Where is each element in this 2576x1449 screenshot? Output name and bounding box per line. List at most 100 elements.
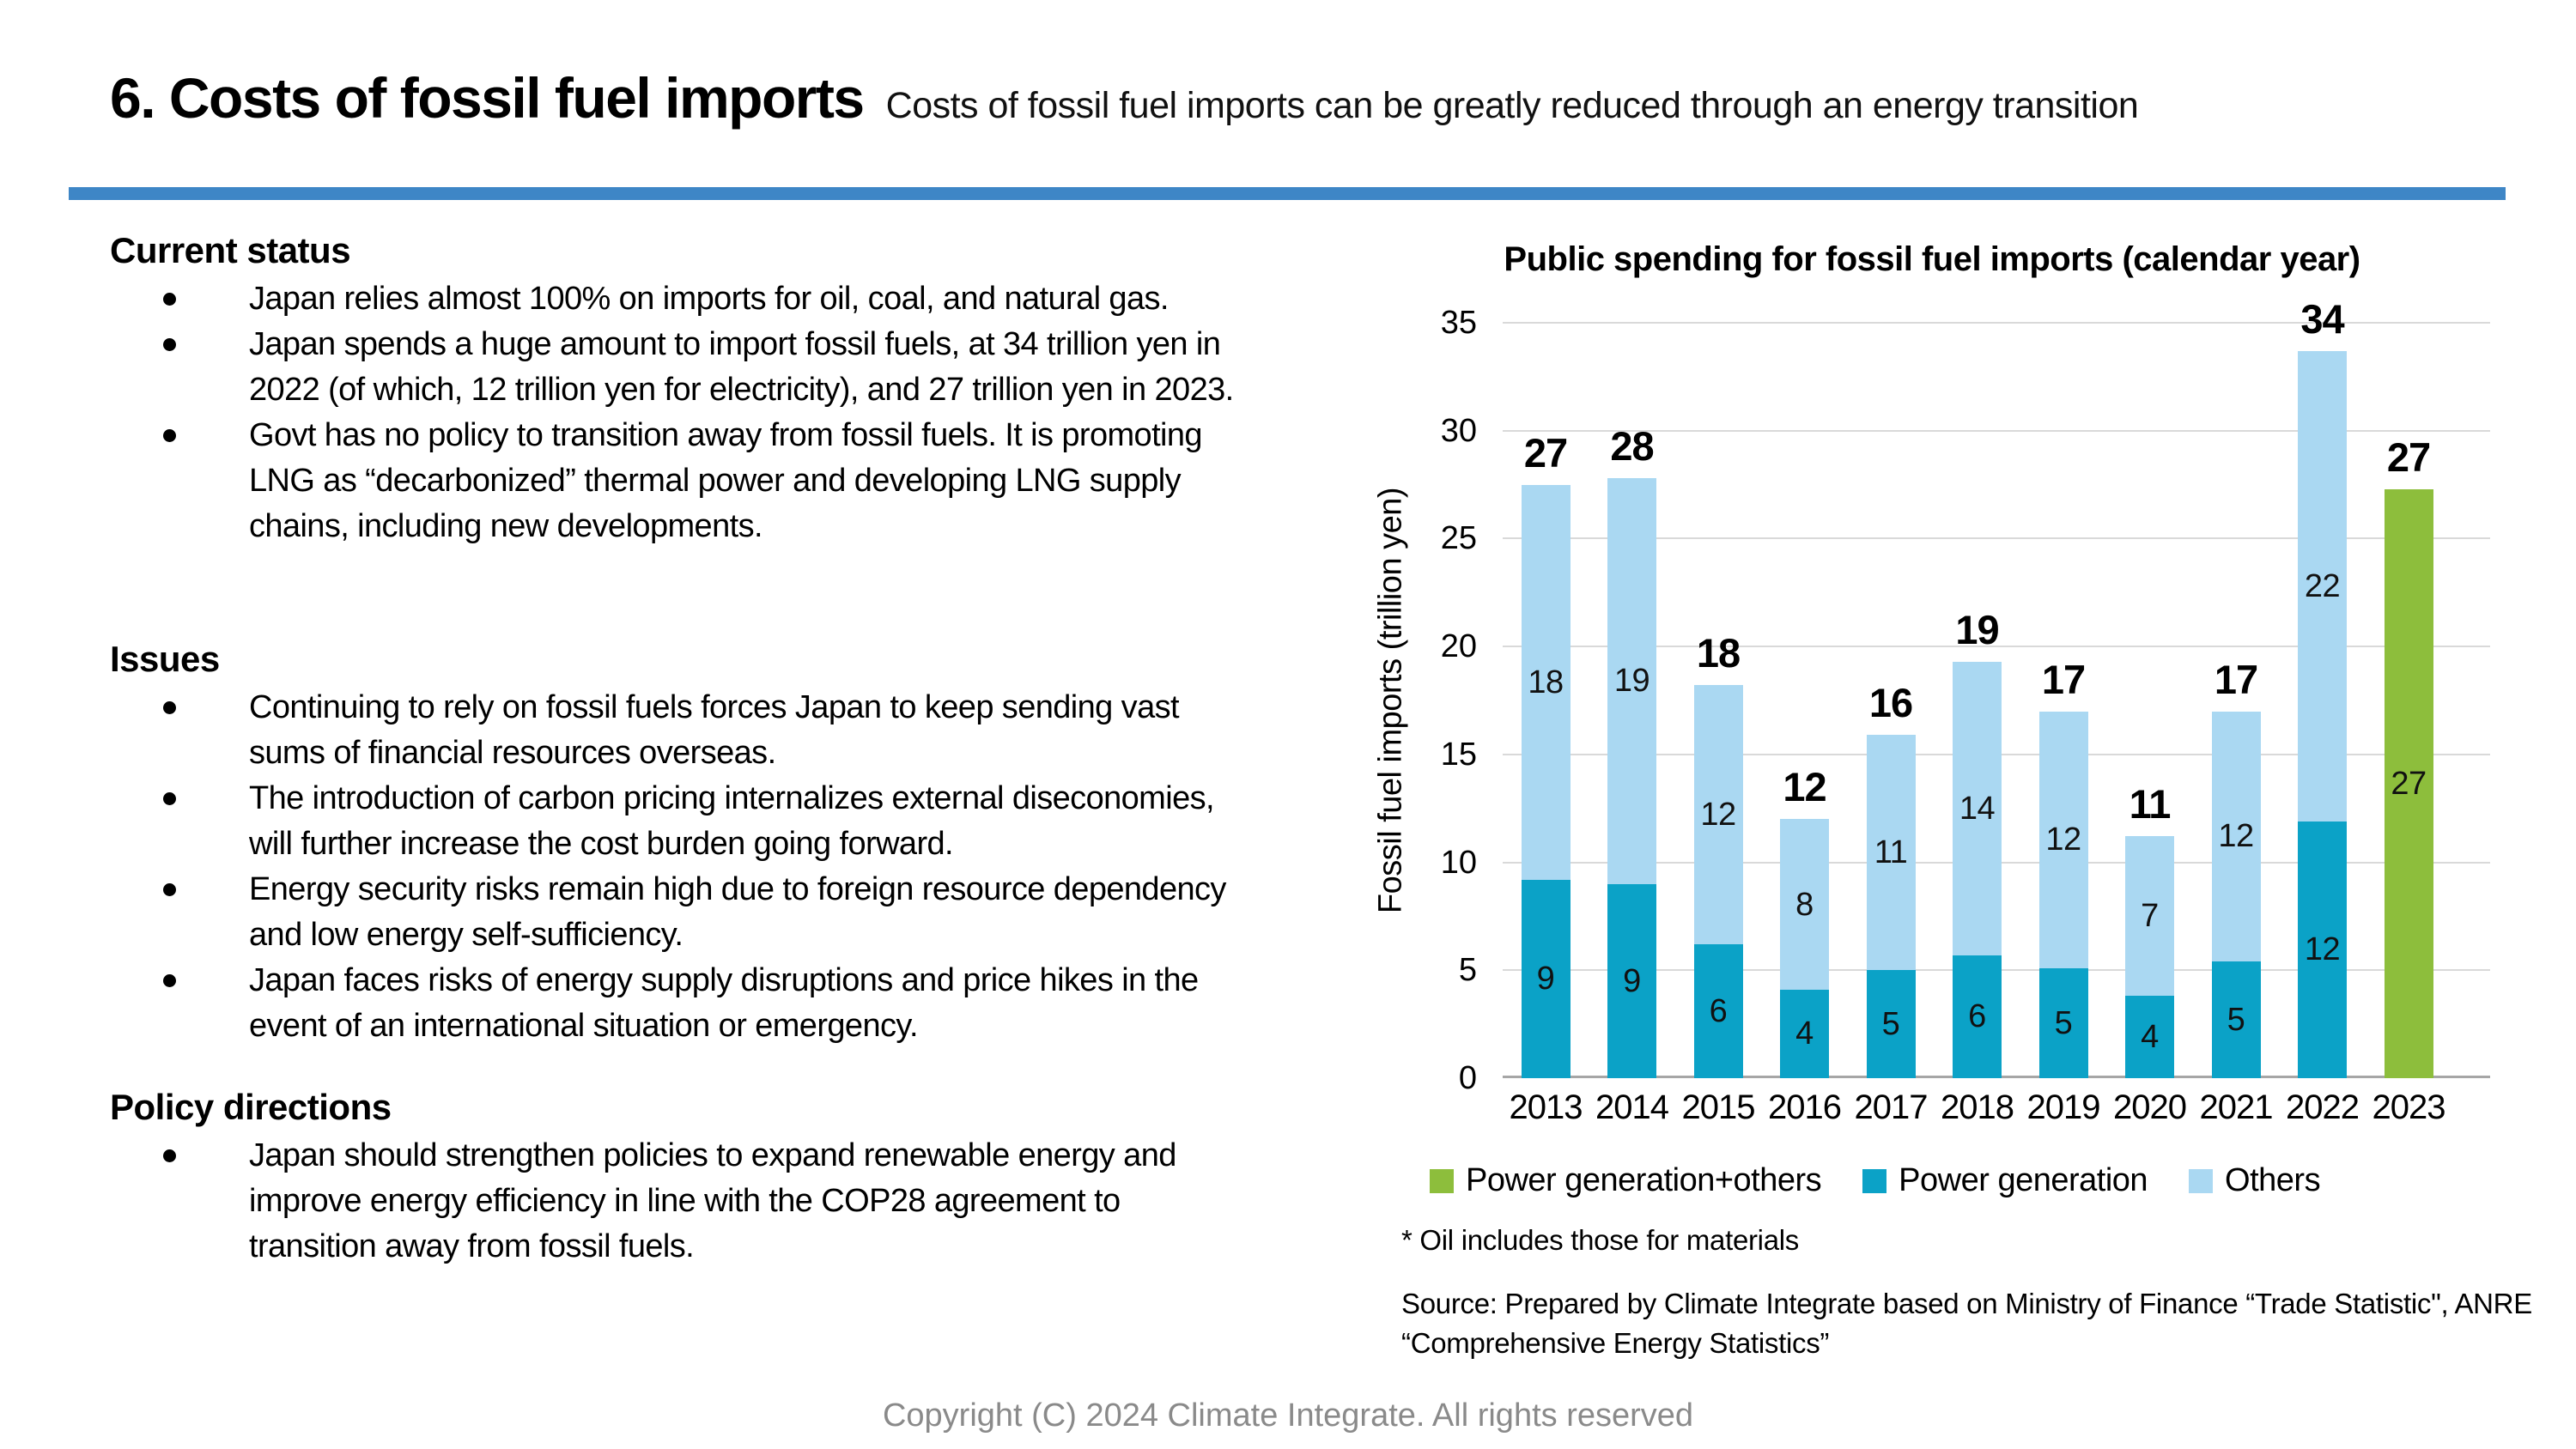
bar-total-label-2017: 16 [1868, 680, 1913, 726]
bar-total-label-2014: 28 [1610, 423, 1654, 470]
chart-source: Source: Prepared by Climate Integrate ba… [1401, 1284, 2552, 1363]
bar-segment-2016-others [1780, 819, 1829, 990]
bar-segment-2014-power-generation [1607, 883, 1656, 1078]
bar-segment-label-2014-power-generation: 9 [1623, 962, 1641, 999]
bullet-text: Japan should strengthen policies to expa… [249, 1137, 1176, 1264]
x-tick-label-2018: 2018 [1941, 1088, 2014, 1126]
bar-segment-2013-power-generation [1521, 879, 1571, 1078]
chart-column: Public spending for fossil fuel imports … [1340, 230, 2567, 1423]
bar-segment-label-2019-others: 12 [2045, 822, 2081, 858]
divider [69, 187, 2506, 200]
bullet-item: Continuing to rely on fossil fuels force… [110, 685, 1252, 776]
bullet-dot [163, 1149, 176, 1162]
bar-segment-label-2016-others: 8 [1795, 886, 1814, 923]
bullet-text: The introduction of carbon pricing inter… [249, 780, 1215, 862]
chart-footnote: * Oil includes those for materials [1401, 1224, 1799, 1256]
x-tick-label-2022: 2022 [2286, 1088, 2360, 1126]
bullet-list-policy-directions: Japan should strengthen policies to expa… [110, 1133, 1252, 1270]
legend-item-power-generation-others: Power generation+others [1430, 1162, 1822, 1199]
bar-segment-2020-others [2125, 836, 2174, 997]
bullet-item: Japan faces risks of energy supply disru… [110, 958, 1252, 1049]
y-tick-label-0: 0 [1458, 1060, 1477, 1096]
bar-segment-2015-others [1693, 685, 1743, 945]
bar-segment-2022-others [2298, 350, 2347, 822]
bullet-text: Japan faces risks of energy supply disru… [249, 962, 1199, 1044]
bar-total-label-2013: 27 [1523, 429, 1568, 476]
bar-total-label-2023: 27 [2386, 433, 2431, 480]
legend-label-power-generation-others: Power generation+others [1466, 1162, 1822, 1198]
bullet-dot [163, 792, 176, 805]
section-issues: Issues Continuing to rely on fossil fuels… [110, 639, 1252, 1049]
y-tick-label-25: 25 [1440, 520, 1477, 557]
bullet-item: The introduction of carbon pricing inter… [110, 776, 1252, 867]
bar-segment-label-2017-others: 11 [1874, 834, 1908, 871]
bullet-list-current-status: Japan relies almost 100% on imports for … [110, 276, 1252, 549]
header: 6. Costs of fossil fuel imports Costs of… [110, 65, 2139, 130]
chart-title: Public spending for fossil fuel imports … [1504, 240, 2360, 278]
copyright: Copyright (C) 2024 Climate Integrate. Al… [882, 1397, 1694, 1434]
section-current-status: Current status Japan relies almost 100% o… [110, 230, 1252, 549]
section-heading-current-status: Current status [110, 230, 351, 270]
bullet-dot [163, 338, 176, 351]
y-tick-label-5: 5 [1458, 952, 1477, 989]
bullet-item: Japan relies almost 100% on imports for … [110, 276, 1252, 322]
x-tick-label-2020: 2020 [2113, 1088, 2187, 1126]
bullet-item: Govt has no policy to transition away fr… [110, 413, 1252, 549]
bullet-text: Energy security risks remain high due to… [249, 871, 1226, 953]
source-line-2: “Comprehensive Energy Statistics” [1401, 1327, 1830, 1359]
bullet-text: Govt has no policy to transition away fr… [249, 417, 1203, 544]
bar-segment-label-2013-others: 18 [1528, 664, 1564, 700]
section-heading-policy-directions: Policy directions [110, 1087, 392, 1127]
chart-plot: 0 5 10 15 20 25 30 35 9 18 27 2013 9 19 28 2014 6 12 18 201… [1441, 296, 2490, 1126]
x-tick-label-2015: 2015 [1681, 1088, 1756, 1126]
bar-segment-2018-power-generation [1953, 955, 2002, 1078]
section-heading-issues: Issues [110, 639, 220, 679]
bar-segment-label-2015-power-generation: 6 [1709, 993, 1728, 1030]
legend-label-others: Others [2225, 1162, 2321, 1198]
gridline-35 [1503, 322, 2490, 324]
bar-total-label-2020: 11 [2129, 781, 2172, 828]
x-tick-label-2019: 2019 [2026, 1088, 2101, 1126]
gridline-20 [1503, 646, 2490, 648]
bullet-dot [163, 701, 176, 714]
bar-segment-label-2018-others: 14 [1959, 790, 1996, 827]
legend-label-power-generation: Power generation [1899, 1162, 2148, 1198]
bar-segment-2016-power-generation [1780, 989, 1829, 1078]
bullet-text: Continuing to rely on fossil fuels force… [249, 689, 1180, 771]
x-tick-label-2014: 2014 [1595, 1088, 1669, 1126]
gridline-25 [1503, 537, 2490, 540]
chart-legend: Power generation+others Power generation O… [1430, 1162, 2321, 1199]
bar-segment-2019-power-generation [2038, 967, 2088, 1078]
bar-segment-label-2021-power-generation: 5 [2227, 1002, 2245, 1039]
bar-segment-2017-power-generation [1866, 970, 1916, 1078]
page-title: 6. Costs of fossil fuel imports [110, 66, 865, 130]
bullet-text: Japan relies almost 100% on imports for … [249, 281, 1169, 317]
bar-segment-label-2020-others: 7 [2141, 898, 2159, 935]
bar-segment-label-2020-power-generation: 4 [2141, 1019, 2159, 1056]
bullet-item: Japan should strengthen policies to expa… [110, 1133, 1252, 1270]
bar-segment-2022-power-generation [2298, 821, 2347, 1078]
bar-segment-2015-power-generation [1693, 944, 1743, 1078]
x-tick-label-2013: 2013 [1509, 1088, 1583, 1126]
bar-segment-2023-power-generation-others [2384, 488, 2433, 1078]
legend-item-power-generation: Power generation [1862, 1162, 2148, 1199]
bar-segment-2014-others [1607, 478, 1656, 884]
gridline-30 [1503, 429, 2490, 432]
bullet-item: Energy security risks remain high due to… [110, 867, 1252, 958]
bar-total-label-2022: 34 [2300, 295, 2344, 342]
x-tick-label-2017: 2017 [1854, 1088, 1929, 1126]
bar-segment-2020-power-generation [2125, 996, 2174, 1078]
bar-segment-label-2019-power-generation: 5 [2054, 1004, 2073, 1041]
legend-item-others: Others [2189, 1162, 2321, 1199]
bar-segment-2021-others [2211, 711, 2261, 962]
legend-swatch-power-generation [1862, 1168, 1887, 1193]
bar-segment-2017-others [1866, 735, 1916, 971]
bar-segment-label-2021-others: 12 [2218, 818, 2254, 855]
x-tick-label-2023: 2023 [2372, 1088, 2446, 1126]
bar-total-label-2018: 19 [1955, 606, 1999, 652]
y-tick-label-35: 35 [1440, 305, 1477, 341]
bar-segment-2018-others [1953, 661, 2002, 955]
bar-segment-label-2014-others: 19 [1613, 663, 1650, 700]
bar-segment-label-2022-others: 22 [2304, 567, 2341, 604]
